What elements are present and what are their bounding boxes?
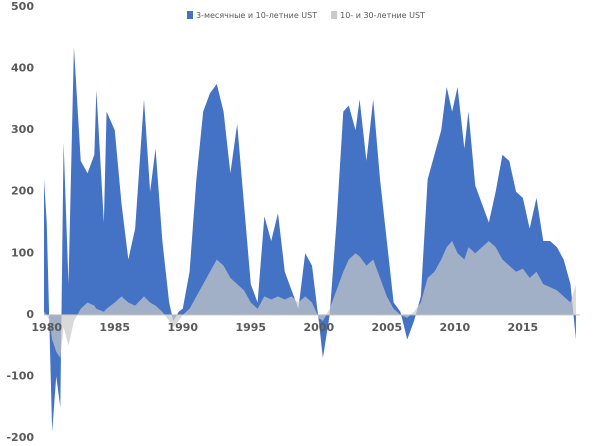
- legend-label: 10- и 30-летние UST: [340, 11, 425, 20]
- x-tick-label: 2015: [508, 321, 539, 334]
- x-tick-label: 1990: [167, 321, 198, 334]
- y-tick-label: -100: [6, 369, 34, 382]
- x-tick-label: 1980: [31, 321, 62, 334]
- y-tick-label: 400: [11, 62, 34, 75]
- x-tick-label: 1995: [235, 321, 266, 334]
- x-tick-label: 2005: [372, 321, 403, 334]
- area: [44, 47, 576, 432]
- y-tick-label: 300: [11, 123, 34, 136]
- y-tick-label: -200: [6, 431, 34, 444]
- legend-swatch: [331, 11, 338, 19]
- x-tick-label: 2010: [440, 321, 471, 334]
- x-tick-label: 2000: [303, 321, 334, 334]
- legend: 3-месячные и 10-летние UST 10- и 30-летни…: [187, 11, 425, 20]
- y-tick-label: 100: [11, 246, 34, 259]
- y-tick-label: 500: [11, 0, 34, 13]
- legend-swatch: [187, 11, 193, 19]
- y-tick-label: 200: [11, 185, 34, 198]
- x-tick-label: 1985: [99, 321, 130, 334]
- legend-label: 3-месячные и 10-летние UST: [196, 11, 317, 20]
- y-tick-label: 0: [26, 308, 34, 321]
- area: [44, 240, 576, 358]
